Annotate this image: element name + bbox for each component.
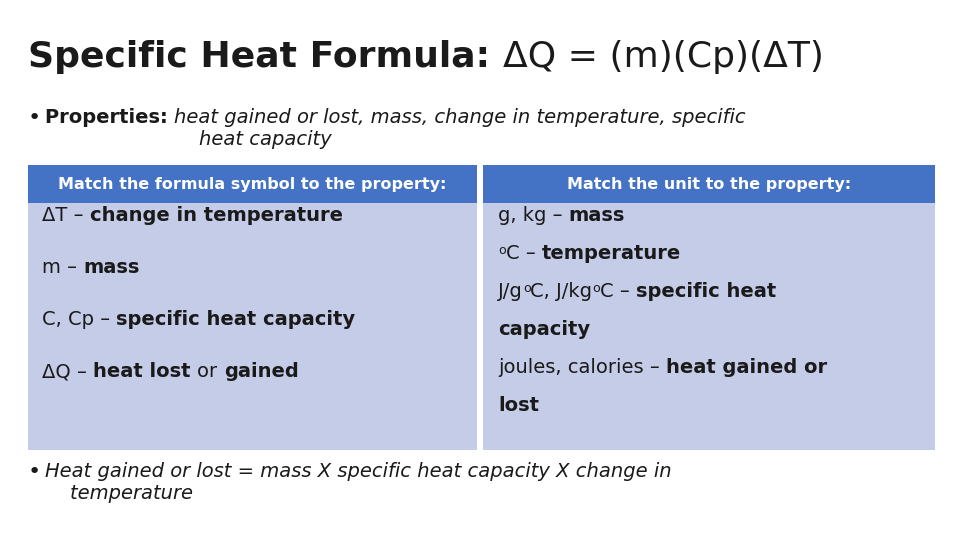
- Text: capacity: capacity: [498, 320, 590, 339]
- Text: C –: C –: [600, 282, 636, 301]
- Text: o: o: [592, 282, 600, 295]
- Text: change in temperature: change in temperature: [89, 206, 343, 225]
- Bar: [483, 165, 935, 203]
- Text: mass: mass: [84, 258, 139, 277]
- Text: heat gained or: heat gained or: [666, 358, 828, 377]
- Bar: [28, 203, 477, 450]
- Text: ΔQ = (m)(Cp)(ΔT): ΔQ = (m)(Cp)(ΔT): [503, 40, 824, 74]
- Text: g, kg –: g, kg –: [498, 206, 568, 225]
- Bar: [28, 165, 477, 203]
- Text: Specific Heat Formula:: Specific Heat Formula:: [28, 40, 503, 74]
- Text: m –: m –: [42, 258, 84, 277]
- Text: C, J/kg: C, J/kg: [531, 282, 592, 301]
- Text: •: •: [28, 108, 41, 128]
- Text: Match the formula symbol to the property:: Match the formula symbol to the property…: [59, 177, 446, 192]
- Text: Heat gained or lost = mass X specific heat capacity X change in
    temperature: Heat gained or lost = mass X specific he…: [45, 462, 672, 503]
- Text: or: or: [198, 362, 224, 381]
- Text: Match the unit to the property:: Match the unit to the property:: [567, 177, 852, 192]
- Text: C, Cp –: C, Cp –: [42, 310, 116, 329]
- Text: •: •: [28, 462, 41, 482]
- Text: o: o: [498, 244, 506, 257]
- Text: temperature: temperature: [541, 244, 681, 263]
- Text: heat gained or lost, mass, change in temperature, specific
    heat capacity: heat gained or lost, mass, change in tem…: [175, 108, 746, 149]
- Text: Properties:: Properties:: [45, 108, 175, 127]
- Text: C –: C –: [506, 244, 541, 263]
- Bar: [483, 203, 935, 450]
- Text: specific heat: specific heat: [636, 282, 777, 301]
- Text: lost: lost: [498, 396, 539, 415]
- Text: heat lost: heat lost: [93, 362, 198, 381]
- Text: o: o: [523, 282, 531, 295]
- Text: gained: gained: [224, 362, 299, 381]
- Text: ΔT –: ΔT –: [42, 206, 89, 225]
- Text: ΔQ –: ΔQ –: [42, 362, 93, 381]
- Text: mass: mass: [568, 206, 625, 225]
- Text: specific heat capacity: specific heat capacity: [116, 310, 355, 329]
- Text: J/g: J/g: [498, 282, 523, 301]
- Text: joules, calories –: joules, calories –: [498, 358, 666, 377]
